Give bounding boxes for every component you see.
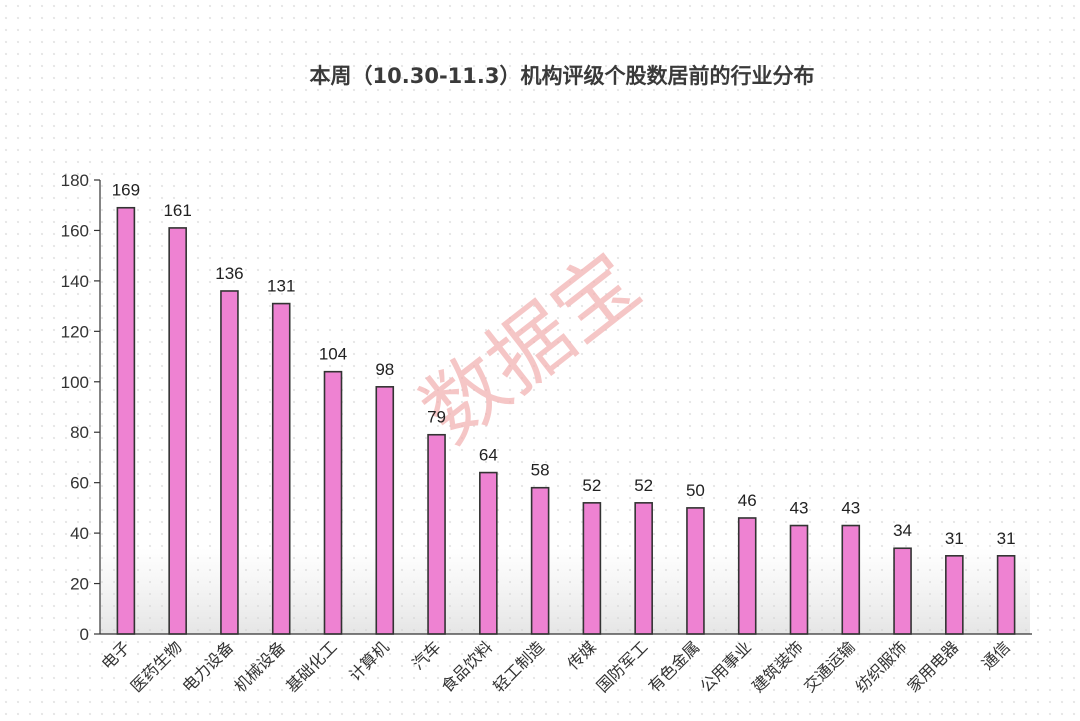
y-tick-label: 180 [61,171,89,190]
y-tick-label: 60 [70,474,89,493]
y-tick-label: 20 [70,575,89,594]
y-tick-label: 140 [61,272,89,291]
data-label: 64 [479,446,498,465]
x-tick-label: 建筑装饰 [748,637,807,696]
x-tick-label: 传媒 [564,637,600,673]
bar [686,507,705,635]
data-label: 169 [112,181,140,200]
bar [220,290,239,635]
data-label: 58 [531,461,550,480]
data-label: 136 [215,264,243,283]
x-tick-label: 通信 [978,637,1014,673]
bar [427,433,446,635]
bar [530,486,550,635]
x-tick-label: 电子 [98,637,134,673]
data-label: 98 [375,360,394,379]
data-label: 161 [163,201,191,220]
bars-group: 169 161 136 131 104 98 79 64 58 52 52 50 46 43 43 34 31 3… [112,181,1016,635]
x-tick-label: 公用事业 [696,637,755,696]
y-tick-label: 120 [61,322,89,341]
y-tick-label: 0 [80,625,89,644]
x-tick-label: 纺织服饰 [852,637,911,696]
bar [271,302,291,635]
x-tick-label: 汽车 [408,637,444,673]
x-tick-label: 轻工制造 [489,637,548,696]
bar [479,471,498,635]
bar [841,524,861,635]
y-tick-label: 160 [61,221,89,240]
x-tick-label: 有色金属 [645,637,704,696]
data-label: 34 [893,521,912,540]
y-axis: 0 20 40 60 80 100 120 140 160 180 [61,171,101,644]
x-tick-label: 国防军工 [593,637,652,696]
data-label: 43 [841,499,860,518]
bar [634,502,653,635]
bar [789,524,809,635]
bar [893,547,912,635]
data-label: 104 [319,345,347,364]
data-label: 31 [945,529,964,548]
x-tick-label: 家用电器 [903,637,962,696]
data-label: 50 [686,481,705,500]
chart-title: 本周（10.30-11.3）机构评级个股数居前的行业分布 [310,64,815,88]
watermark: 数据宝 [405,235,657,461]
y-tick-label: 40 [70,524,89,543]
data-label: 31 [997,529,1016,548]
data-label: 79 [427,408,446,427]
data-label: 131 [267,277,295,296]
x-tick-label: 机械设备 [230,637,289,696]
bar [737,517,757,635]
bar [323,370,343,635]
data-label: 52 [582,476,601,495]
bar [996,555,1016,635]
x-tick-label: 基础化工 [282,637,341,696]
y-tick-label: 100 [61,373,89,392]
floor-shadow [100,548,1030,634]
x-tick-label: 食品饮料 [437,637,496,696]
data-label: 46 [738,491,757,510]
bar [582,502,602,635]
bar [116,206,136,635]
bar [375,386,395,635]
data-label: 43 [790,499,809,518]
y-tick-label: 80 [70,423,89,442]
x-tick-label: 交通运输 [800,637,859,696]
bar [168,227,187,635]
data-label: 52 [634,476,653,495]
x-tick-label: 医药生物 [127,637,186,696]
bar [945,555,964,635]
x-tick-label: 计算机 [345,637,392,684]
x-tick-label: 电力设备 [179,637,238,696]
